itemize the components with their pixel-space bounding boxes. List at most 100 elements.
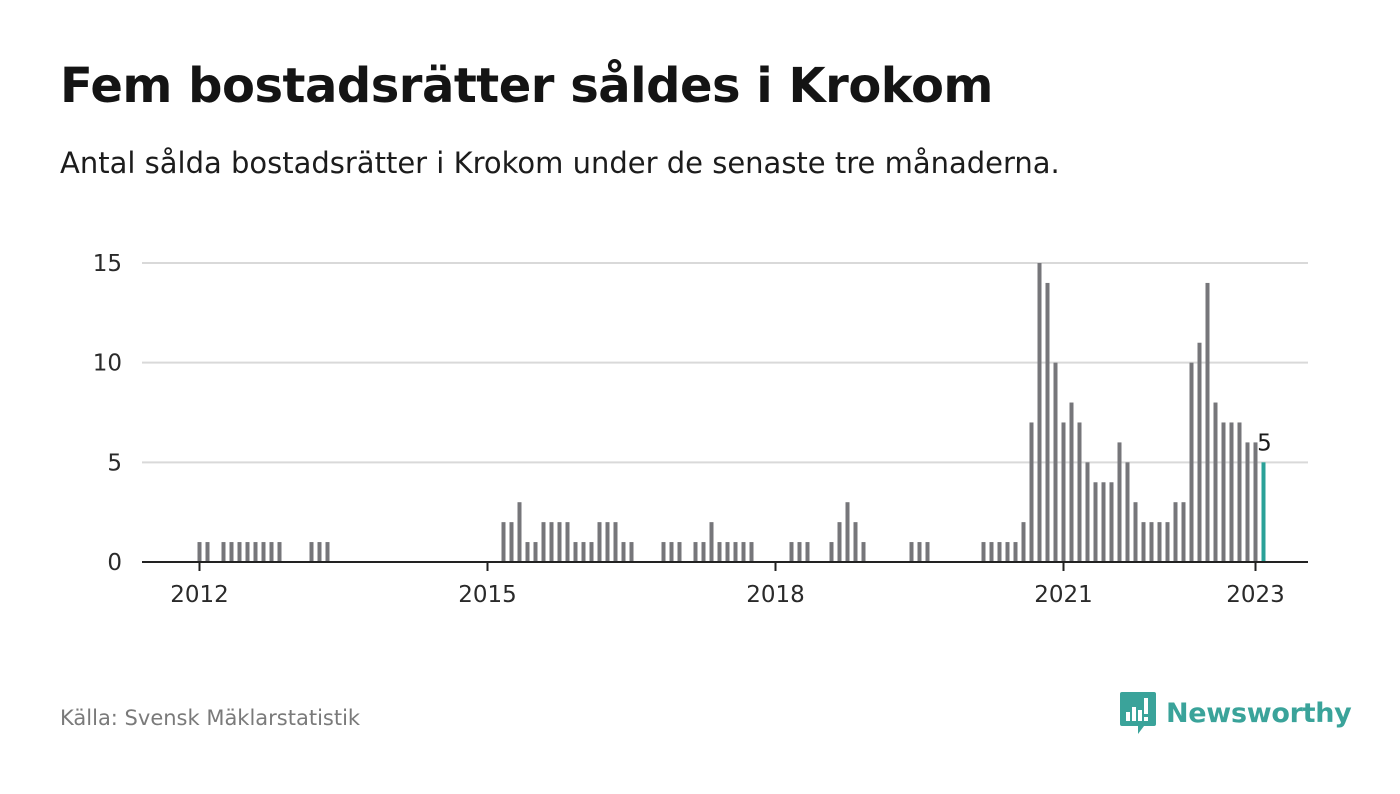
bar (677, 542, 682, 562)
bar (837, 522, 842, 562)
bar (1237, 422, 1242, 562)
bar (829, 542, 834, 562)
bar (1245, 442, 1250, 562)
bar (1197, 342, 1202, 562)
bar (997, 542, 1002, 562)
bar (533, 542, 538, 562)
bar (1157, 522, 1162, 562)
bar (909, 542, 914, 562)
bar (221, 542, 226, 562)
bar (661, 542, 666, 562)
bar (725, 542, 730, 562)
bar (853, 522, 858, 562)
chart-title: Fem bostadsrätter såldes i Krokom (60, 58, 993, 114)
bar (1085, 462, 1090, 562)
bar (749, 542, 754, 562)
axes: 0 5 10 15 5 2012 2015 2018 2021 2023 (93, 251, 1308, 608)
bars (197, 263, 1266, 562)
bar (1013, 542, 1018, 562)
bar (613, 522, 618, 562)
bar (501, 522, 506, 562)
bar (1181, 502, 1186, 562)
bar (589, 542, 594, 562)
y-tick-label: 10 (93, 351, 122, 377)
bar (253, 542, 258, 562)
brand-name: Newsworthy (1166, 697, 1352, 729)
bar (1229, 422, 1234, 562)
bar (1213, 402, 1218, 562)
bar (1189, 362, 1194, 562)
bar (1069, 402, 1074, 562)
bar (1133, 502, 1138, 562)
bar (981, 542, 986, 562)
bar (565, 522, 570, 562)
bar (989, 542, 994, 562)
bar (1053, 362, 1058, 562)
bar (245, 542, 250, 562)
bar (693, 542, 698, 562)
bar (917, 542, 922, 562)
bar (1173, 502, 1178, 562)
grid-lines (142, 262, 1308, 464)
bar (581, 542, 586, 562)
bar (237, 542, 242, 562)
bar (525, 542, 530, 562)
newsworthy-brand: Newsworthy (1118, 690, 1352, 736)
bar (549, 522, 554, 562)
bar (925, 542, 930, 562)
bar (325, 542, 330, 562)
bar (517, 502, 522, 562)
bar (1141, 522, 1146, 562)
x-tick-label: 2012 (170, 582, 229, 608)
bar (1045, 282, 1050, 562)
x-tick-label: 2018 (746, 582, 805, 608)
bar (861, 542, 866, 562)
bar (1077, 422, 1082, 562)
bar (789, 542, 794, 562)
bar (573, 542, 578, 562)
bar (1093, 482, 1098, 562)
bar (701, 542, 706, 562)
bar (1117, 442, 1122, 562)
x-tick-label: 2015 (458, 582, 517, 608)
bar (605, 522, 610, 562)
y-tick-label: 5 (107, 450, 122, 476)
bar (1109, 482, 1114, 562)
bar (197, 542, 202, 562)
bar (557, 522, 562, 562)
x-tick-label: 2023 (1226, 582, 1285, 608)
bar (1149, 522, 1154, 562)
latest-value-label: 5 (1257, 430, 1272, 456)
newsworthy-logo-icon (1120, 692, 1156, 734)
x-tick-label: 2021 (1034, 582, 1093, 608)
bar (1021, 522, 1026, 562)
bar (1037, 263, 1042, 562)
bar (205, 542, 210, 562)
bar (597, 522, 602, 562)
bar (509, 522, 514, 562)
bar (1221, 422, 1226, 562)
bar (1253, 442, 1258, 562)
bar (709, 522, 714, 562)
bar (269, 542, 274, 562)
bar (629, 542, 634, 562)
bar (1029, 422, 1034, 562)
bar (317, 542, 322, 562)
bar (797, 542, 802, 562)
bar (1101, 482, 1106, 562)
source-note: Källa: Svensk Mäklarstatistik (60, 706, 361, 730)
chart-subtitle: Antal sålda bostadsrätter i Krokom under… (60, 146, 1060, 180)
y-tick-label: 0 (107, 550, 122, 576)
bar (741, 542, 746, 562)
bar (805, 542, 810, 562)
bar (277, 542, 282, 562)
bar (309, 542, 314, 562)
bar (1165, 522, 1170, 562)
bar (1125, 462, 1130, 562)
bar (621, 542, 626, 562)
bar (845, 502, 850, 562)
bar (669, 542, 674, 562)
bar (1205, 282, 1210, 562)
bar (733, 542, 738, 562)
